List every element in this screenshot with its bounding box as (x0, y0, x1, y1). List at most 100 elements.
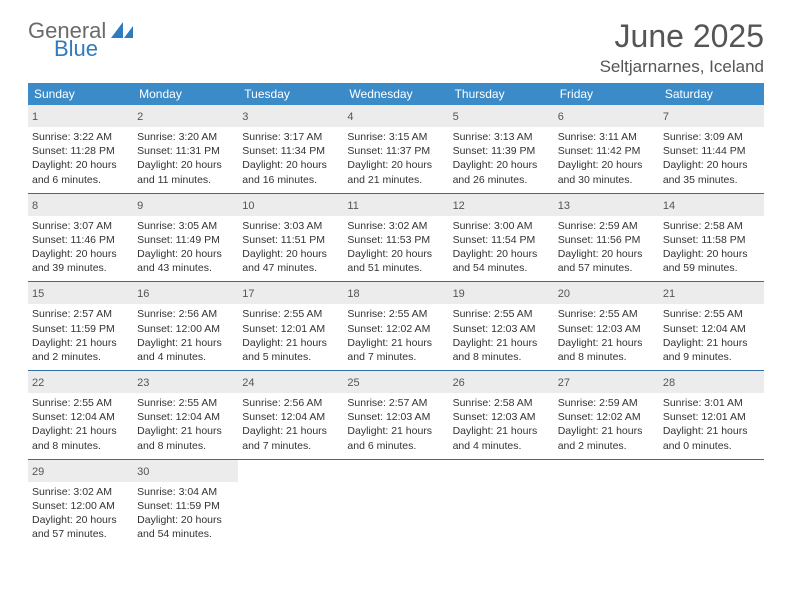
day-number-row: 11 (343, 194, 448, 216)
daylight-line-1: Daylight: 21 hours (558, 424, 655, 438)
day-number: 11 (347, 200, 358, 212)
sunset-line: Sunset: 11:46 PM (32, 233, 129, 247)
day-number-row: 8 (28, 194, 133, 216)
calendar-empty-cell (238, 460, 343, 548)
daylight-line-2: and 11 minutes. (137, 173, 234, 187)
sunrise-line: Sunrise: 3:15 AM (347, 130, 444, 144)
daylight-line-2: and 2 minutes. (32, 350, 129, 364)
calendar-day: 13Sunrise: 2:59 AMSunset: 11:56 PMDaylig… (554, 194, 659, 282)
sunset-line: Sunset: 12:01 AM (663, 410, 760, 424)
day-number: 20 (558, 288, 570, 300)
sunrise-line: Sunrise: 2:56 AM (242, 396, 339, 410)
day-number: 9 (137, 200, 143, 212)
calendar-day: 25Sunrise: 2:57 AMSunset: 12:03 AMDaylig… (343, 371, 448, 459)
sunrise-line: Sunrise: 3:17 AM (242, 130, 339, 144)
sunrise-line: Sunrise: 2:55 AM (558, 307, 655, 321)
daylight-line-1: Daylight: 20 hours (242, 158, 339, 172)
weekday-label: Tuesday (238, 83, 343, 105)
daylight-line-1: Daylight: 20 hours (242, 247, 339, 261)
daylight-line-2: and 57 minutes. (558, 261, 655, 275)
calendar-week: 22Sunrise: 2:55 AMSunset: 12:04 AMDaylig… (28, 371, 764, 460)
sunrise-line: Sunrise: 3:11 AM (558, 130, 655, 144)
sunrise-line: Sunrise: 2:58 AM (663, 219, 760, 233)
day-number: 12 (453, 200, 465, 212)
day-number-row: 24 (238, 371, 343, 393)
weekday-header: Sunday Monday Tuesday Wednesday Thursday… (28, 83, 764, 105)
day-number-row: 30 (133, 460, 238, 482)
daylight-line-1: Daylight: 21 hours (347, 424, 444, 438)
daylight-line-2: and 47 minutes. (242, 261, 339, 275)
sunrise-line: Sunrise: 3:02 AM (347, 219, 444, 233)
calendar-day: 7Sunrise: 3:09 AMSunset: 11:44 PMDayligh… (659, 105, 764, 193)
calendar-day: 11Sunrise: 3:02 AMSunset: 11:53 PMDaylig… (343, 194, 448, 282)
sunset-line: Sunset: 11:28 PM (32, 144, 129, 158)
daylight-line-2: and 43 minutes. (137, 261, 234, 275)
day-number: 22 (32, 377, 44, 389)
sunset-line: Sunset: 12:00 AM (137, 322, 234, 336)
calendar-day: 24Sunrise: 2:56 AMSunset: 12:04 AMDaylig… (238, 371, 343, 459)
sunrise-line: Sunrise: 3:04 AM (137, 485, 234, 499)
weekday-label: Friday (554, 83, 659, 105)
daylight-line-1: Daylight: 20 hours (137, 247, 234, 261)
day-number-row: 9 (133, 194, 238, 216)
calendar-day: 6Sunrise: 3:11 AMSunset: 11:42 PMDayligh… (554, 105, 659, 193)
calendar-page: General Blue June 2025 Seltjarnarnes, Ic… (0, 0, 792, 565)
daylight-line-1: Daylight: 21 hours (347, 336, 444, 350)
sunset-line: Sunset: 12:03 AM (558, 322, 655, 336)
calendar-day: 21Sunrise: 2:55 AMSunset: 12:04 AMDaylig… (659, 282, 764, 370)
day-number: 3 (242, 111, 248, 123)
header: General Blue June 2025 Seltjarnarnes, Ic… (28, 18, 764, 77)
sunrise-line: Sunrise: 3:05 AM (137, 219, 234, 233)
daylight-line-1: Daylight: 20 hours (137, 513, 234, 527)
day-number: 15 (32, 288, 44, 300)
daylight-line-2: and 54 minutes. (453, 261, 550, 275)
day-number-row: 26 (449, 371, 554, 393)
sunset-line: Sunset: 11:37 PM (347, 144, 444, 158)
day-number-row: 5 (449, 105, 554, 127)
calendar-week: 15Sunrise: 2:57 AMSunset: 11:59 PMDaylig… (28, 282, 764, 371)
calendar-day: 3Sunrise: 3:17 AMSunset: 11:34 PMDayligh… (238, 105, 343, 193)
sunset-line: Sunset: 12:03 AM (347, 410, 444, 424)
daylight-line-1: Daylight: 21 hours (137, 424, 234, 438)
weekday-label: Wednesday (343, 83, 448, 105)
calendar-day: 27Sunrise: 2:59 AMSunset: 12:02 AMDaylig… (554, 371, 659, 459)
daylight-line-2: and 16 minutes. (242, 173, 339, 187)
logo: General Blue (28, 18, 133, 60)
day-number-row: 20 (554, 282, 659, 304)
calendar-day: 14Sunrise: 2:58 AMSunset: 11:58 PMDaylig… (659, 194, 764, 282)
daylight-line-2: and 4 minutes. (453, 439, 550, 453)
daylight-line-2: and 59 minutes. (663, 261, 760, 275)
day-number-row: 7 (659, 105, 764, 127)
day-number: 1 (32, 111, 38, 123)
calendar-day: 5Sunrise: 3:13 AMSunset: 11:39 PMDayligh… (449, 105, 554, 193)
day-number: 17 (242, 288, 254, 300)
sunset-line: Sunset: 11:59 PM (137, 499, 234, 513)
daylight-line-2: and 8 minutes. (558, 350, 655, 364)
daylight-line-2: and 5 minutes. (242, 350, 339, 364)
daylight-line-1: Daylight: 21 hours (242, 424, 339, 438)
day-number: 24 (242, 377, 254, 389)
sunrise-line: Sunrise: 3:13 AM (453, 130, 550, 144)
day-number-row: 29 (28, 460, 133, 482)
daylight-line-1: Daylight: 20 hours (32, 158, 129, 172)
daylight-line-1: Daylight: 21 hours (663, 336, 760, 350)
daylight-line-1: Daylight: 21 hours (242, 336, 339, 350)
calendar-body: 1Sunrise: 3:22 AMSunset: 11:28 PMDayligh… (28, 105, 764, 547)
day-number: 7 (663, 111, 669, 123)
day-number-row: 12 (449, 194, 554, 216)
daylight-line-1: Daylight: 21 hours (663, 424, 760, 438)
day-number-row: 17 (238, 282, 343, 304)
day-number: 8 (32, 200, 38, 212)
daylight-line-1: Daylight: 20 hours (663, 158, 760, 172)
daylight-line-2: and 8 minutes. (453, 350, 550, 364)
calendar-day: 2Sunrise: 3:20 AMSunset: 11:31 PMDayligh… (133, 105, 238, 193)
day-number: 10 (242, 200, 254, 212)
sunrise-line: Sunrise: 2:56 AM (137, 307, 234, 321)
calendar-day: 4Sunrise: 3:15 AMSunset: 11:37 PMDayligh… (343, 105, 448, 193)
daylight-line-1: Daylight: 21 hours (453, 336, 550, 350)
calendar-day: 8Sunrise: 3:07 AMSunset: 11:46 PMDayligh… (28, 194, 133, 282)
daylight-line-1: Daylight: 20 hours (347, 247, 444, 261)
daylight-line-1: Daylight: 20 hours (453, 158, 550, 172)
day-number-row: 21 (659, 282, 764, 304)
sunrise-line: Sunrise: 2:59 AM (558, 219, 655, 233)
